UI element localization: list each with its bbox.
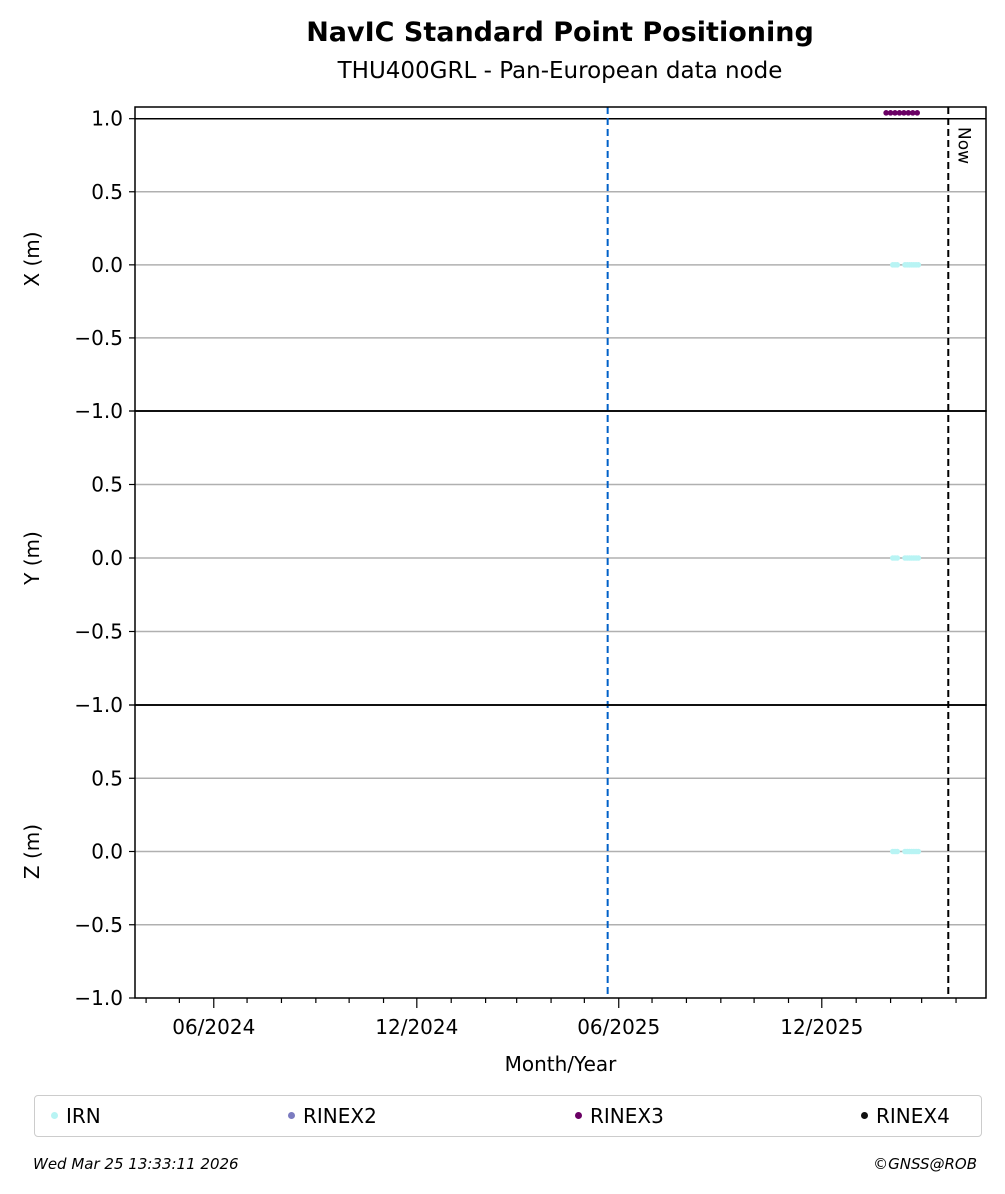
data-point-rinex3 [887,110,894,116]
y-tick-label: 0.0 [91,253,123,277]
y-axis-label: Z (m) [20,824,44,879]
y-tick-label: −0.5 [74,913,123,937]
y-axis-label: X (m) [20,231,44,286]
y-tick-label: 0.0 [91,840,123,864]
x-axis-label: Month/Year [505,1052,618,1076]
y-tick-label: 0.5 [91,180,123,204]
legend-item-rinex4: RINEX4 [861,1104,950,1128]
legend-item-irn: IRN [51,1104,101,1128]
legend-marker [51,1112,58,1119]
data-point-rinex3 [909,110,916,116]
legend-marker [288,1112,295,1119]
y-tick-label: −0.5 [74,620,123,644]
panel-frame [134,704,987,999]
legend-marker [861,1112,868,1119]
x-tick-label: 12/2024 [375,1015,458,1039]
legend-label: RINEX2 [303,1104,377,1128]
x-tick-label: 12/2025 [780,1015,863,1039]
x-tick-label: 06/2025 [577,1015,660,1039]
chart-subtitle: THU400GRL - Pan-European data node [337,58,783,84]
legend: IRN RINEX2 RINEX3 RINEX4 [34,1095,982,1137]
copyright: ©GNSS@ROB [873,1155,977,1173]
y-tick-label: −1.0 [74,399,123,423]
chart-title: NavIC Standard Point Positioning [306,17,814,48]
data-point-rinex3 [914,110,921,116]
y-tick-label: 0.5 [91,766,123,790]
x-tick-label: 06/2024 [172,1015,255,1039]
legend-label: IRN [66,1104,101,1128]
legend-item-rinex2: RINEX2 [288,1104,377,1128]
data-point-rinex3 [901,110,907,116]
data-point-irn [915,555,922,561]
y-tick-label: −1.0 [74,986,123,1010]
y-tick-label: −0.5 [74,326,123,350]
now-label: Now [953,127,973,164]
legend-marker [575,1112,582,1119]
data-point-irn [915,848,922,855]
data-point-irn [915,262,922,268]
legend-label: RINEX4 [876,1104,950,1128]
y-tick-label: 0.0 [91,546,123,570]
data-point-irn [894,262,901,268]
data-point-irn [894,848,901,855]
data-point-rinex3 [905,110,912,116]
y-tick-label: 1.0 [91,107,123,131]
timestamp: Wed Mar 25 13:33:11 2026 [33,1155,239,1173]
y-tick-label: −1.0 [74,693,123,717]
data-point-rinex3 [892,110,898,116]
data-point-rinex3 [883,110,889,116]
y-tick-label: 0.5 [91,473,123,497]
data-point-rinex3 [896,110,903,116]
data-point-irn [894,555,901,561]
panel-frame [134,106,987,412]
plot-area: 1.0 0.5 0.0 −0.5 −1.0 X (m) 0.5 0.0 −0.5 −1.0 Y (m… [20,106,987,1076]
y-axis-label: Y (m) [20,531,44,586]
legend-label: RINEX3 [590,1104,664,1128]
legend-item-rinex3: RINEX3 [575,1104,664,1128]
